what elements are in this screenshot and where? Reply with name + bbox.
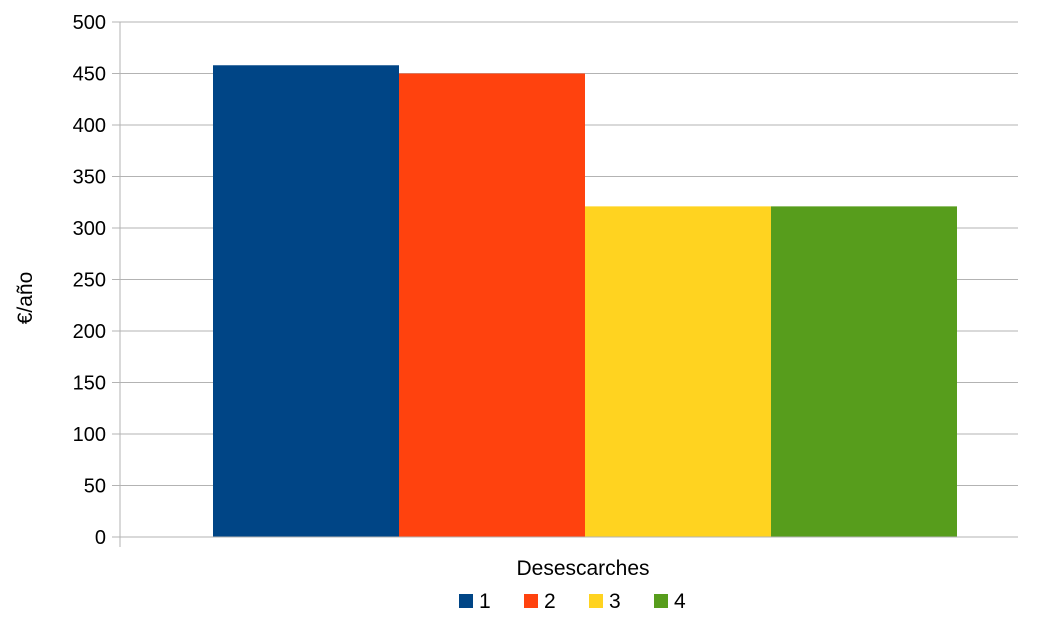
y-tick-label: 150 [73,373,106,395]
bar-series-4 [771,206,957,537]
y-tick-label: 0 [95,527,106,549]
y-tick-label: 450 [73,64,106,86]
y-tick-label: 50 [84,476,106,498]
legend-label-2: 2 [544,590,556,613]
y-tick-label: 500 [73,12,106,34]
y-tick-label: 400 [73,115,106,137]
legend-label-4: 4 [674,590,686,613]
y-tick-label: 100 [73,424,106,446]
category-label: Desescarches [516,557,649,580]
legend-label-1: 1 [479,590,491,613]
legend-swatch-3 [589,594,603,608]
bar-series-1 [213,65,399,537]
y-axis-title: €/año [14,272,37,325]
y-tick-label: 200 [73,321,106,343]
y-tick-labels: 0 50 100 150 200 250 300 350 400 450 500 [73,12,106,549]
y-tick-label: 300 [73,218,106,240]
y-tick-label: 350 [73,167,106,189]
bars [213,65,957,537]
legend-swatch-4 [654,594,668,608]
y-tick-label: 250 [73,270,106,292]
legend-swatch-1 [459,594,473,608]
legend-swatch-2 [524,594,538,608]
bar-series-2 [399,73,585,537]
bar-series-3 [585,206,771,537]
legend: 1 2 3 4 [459,590,686,613]
legend-label-3: 3 [609,590,621,613]
